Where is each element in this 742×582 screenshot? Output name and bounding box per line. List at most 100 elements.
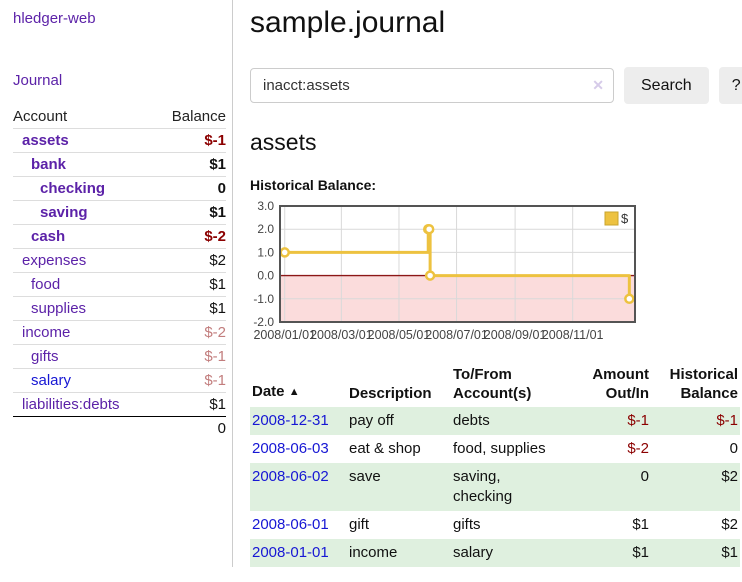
journal-row: 2008-06-03 eat & shop food, supplies $-2… [250, 435, 740, 463]
account-link-liabilities-debts[interactable]: liabilities:debts [22, 396, 120, 413]
main-content: sample.journal ✕ Search ? assets Histori… [233, 0, 742, 567]
search-box: ✕ [250, 68, 614, 103]
transaction-description: income [349, 544, 398, 561]
data-point-marker [423, 223, 435, 235]
search-input[interactable] [250, 68, 614, 103]
account-link-food[interactable]: food [31, 276, 61, 293]
account-balance: $1 [209, 204, 226, 221]
journal-header-date[interactable]: Date ▲ [252, 383, 300, 400]
transaction-accounts: debts [453, 412, 490, 429]
y-tick-label: 0.0 [257, 269, 274, 283]
transaction-accounts: gifts [453, 516, 481, 533]
legend-swatch [604, 211, 619, 226]
account-link-supplies[interactable]: supplies [31, 300, 87, 317]
account-balance: $1 [209, 156, 226, 173]
account-row: cash $-2 [13, 224, 226, 249]
help-button[interactable]: ? [718, 67, 742, 104]
journal-table: Date ▲ Description To/From Account(s) Am… [250, 363, 740, 567]
transaction-description: pay off [349, 412, 394, 429]
account-row: bank $1 [13, 152, 226, 177]
app-brand-link[interactable]: hledger-web [13, 10, 96, 27]
account-row: liabilities:debts $1 [13, 392, 226, 417]
y-tick-label: -2.0 [253, 315, 274, 329]
transaction-amount: $1 [632, 516, 649, 533]
transaction-date-link[interactable]: 2008-06-03 [252, 440, 329, 457]
x-tick-label: 2008/01/01 [253, 328, 316, 342]
account-row: income $-2 [13, 320, 226, 345]
transaction-date-link[interactable]: 2008-06-01 [252, 516, 329, 533]
journal-row: 2008-12-31 pay off debts $-1 $-1 [250, 407, 740, 435]
x-tick-label: 2008/05/01 [368, 328, 431, 342]
account-row: gifts $-1 [13, 344, 226, 369]
account-row: saving $1 [13, 200, 226, 225]
account-balance: $1 [209, 396, 226, 413]
page-title: sample.journal [250, 6, 446, 39]
data-point-marker [624, 293, 635, 305]
account-balance: $-1 [204, 372, 226, 389]
search-form: ✕ Search ? [250, 67, 742, 104]
account-link-salary[interactable]: salary [31, 372, 72, 389]
journal-header-amount: Amount Out/In [592, 366, 649, 402]
account-row: supplies $1 [13, 296, 226, 321]
account-row: checking 0 [13, 176, 226, 201]
journal-header-balance: Historical Balance [669, 366, 738, 402]
transaction-accounts: salary [453, 544, 494, 561]
accounts-table: Account Balance assets $-1 bank $1 check… [13, 105, 226, 440]
sidebar-item-journal[interactable]: Journal [13, 72, 63, 89]
account-row: salary $-1 [13, 368, 226, 393]
transaction-amount: $-1 [627, 412, 649, 429]
app-layout: hledger-web Journal Account Balance asse… [0, 0, 742, 567]
transaction-amount: $-2 [627, 440, 649, 457]
accounts-header-account: Account [13, 108, 68, 125]
y-tick-label: 1.0 [257, 245, 274, 259]
search-button[interactable]: Search [624, 67, 709, 104]
transaction-balance: $-1 [716, 412, 738, 429]
account-link-income[interactable]: income [22, 324, 71, 341]
account-link-assets[interactable]: assets [22, 132, 69, 149]
transaction-date-link[interactable]: 2008-12-31 [252, 412, 329, 429]
transaction-amount: $1 [632, 544, 649, 561]
x-tick-label: 2008/09/01 [484, 328, 547, 342]
accounts-header-row: Account Balance [13, 105, 226, 129]
chart-title: Historical Balance: [250, 177, 377, 193]
account-balance: $2 [209, 252, 226, 269]
data-point-marker [424, 270, 436, 281]
account-row: assets $-1 [13, 128, 226, 153]
journal-header-description: Description [349, 385, 432, 402]
accounts-total-balance: 0 [217, 420, 226, 437]
account-balance: $-1 [204, 348, 226, 365]
transaction-description: gift [349, 516, 370, 533]
accounts-total-row: 0 [13, 416, 226, 441]
account-balance: 0 [217, 180, 226, 197]
y-tick-label: 3.0 [257, 200, 274, 213]
transaction-date-link[interactable]: 2008-01-01 [252, 544, 329, 561]
account-link-gifts[interactable]: gifts [31, 348, 59, 365]
legend-label: $ [621, 211, 629, 226]
account-row: food $1 [13, 272, 226, 297]
transaction-description: save [349, 468, 381, 485]
account-link-expenses[interactable]: expenses [22, 252, 87, 269]
account-link-cash[interactable]: cash [31, 228, 66, 245]
account-balance: $-2 [204, 228, 226, 245]
journal-row: 2008-06-01 gift gifts $1 $2 [250, 511, 740, 539]
account-link-saving[interactable]: saving [40, 204, 88, 221]
transaction-amount: 0 [640, 468, 649, 485]
sort-asc-icon: ▲ [288, 386, 300, 398]
x-tick-label: 2008/11/01 [542, 328, 604, 342]
accounts-header-balance: Balance [171, 108, 226, 125]
account-balance: $-2 [204, 324, 226, 341]
account-balance: $1 [209, 276, 226, 293]
transaction-date-link[interactable]: 2008-06-02 [252, 468, 329, 485]
x-tick-label: 2008/03/01 [310, 328, 373, 342]
transaction-description: eat & shop [349, 440, 421, 457]
sidebar: hledger-web Journal Account Balance asse… [0, 0, 233, 567]
account-heading: assets [250, 129, 317, 155]
y-tick-label: 2.0 [257, 222, 274, 236]
y-tick-label: -1.0 [253, 292, 274, 306]
transaction-accounts: saving, checking [453, 468, 513, 505]
account-link-bank[interactable]: bank [31, 156, 67, 173]
account-link-checking[interactable]: checking [40, 180, 106, 197]
clear-search-icon[interactable]: ✕ [592, 77, 604, 93]
data-point-marker [279, 247, 290, 258]
journal-row: 2008-01-01 income salary $1 $1 [250, 539, 740, 567]
